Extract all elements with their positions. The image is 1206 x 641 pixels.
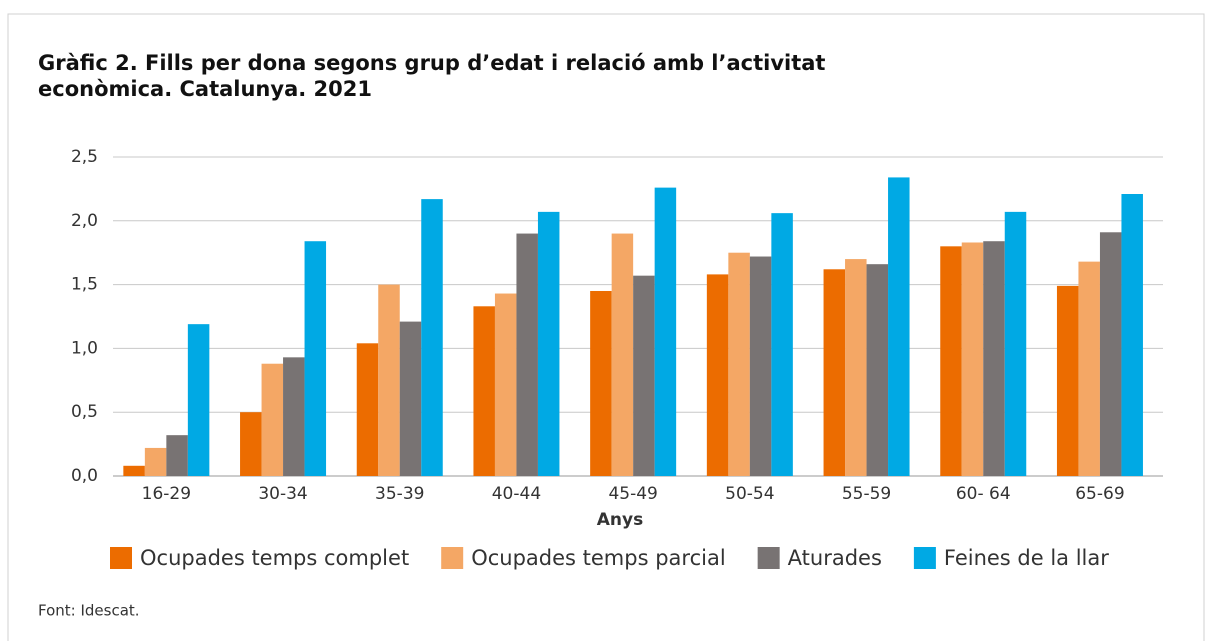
- bar: [706, 274, 729, 476]
- x-tick-label: 30-34: [258, 484, 307, 504]
- bar: [611, 233, 634, 476]
- legend-label: Ocupades temps parcial: [471, 546, 725, 570]
- bar: [749, 256, 772, 476]
- y-tick-label: 0,5: [71, 402, 98, 422]
- bar: [771, 213, 793, 477]
- y-tick-label: 0,0: [71, 466, 98, 486]
- bar: [590, 290, 612, 476]
- bar: [473, 306, 495, 476]
- legend-swatch: [913, 547, 936, 569]
- bar: [961, 242, 984, 476]
- frame: [7, 13, 1205, 641]
- bar: [537, 211, 560, 477]
- bar: [888, 177, 910, 476]
- bar: [283, 357, 305, 476]
- x-tick-label: 55-59: [842, 484, 891, 504]
- x-tick-label: 65-69: [1075, 484, 1124, 504]
- bar: [866, 264, 889, 476]
- bar: [261, 363, 284, 476]
- bar: [494, 293, 517, 476]
- bar: [123, 465, 145, 476]
- bar: [1078, 261, 1100, 476]
- bar: [1099, 232, 1122, 476]
- bar: [304, 241, 327, 476]
- y-tick-label: 2,0: [71, 211, 98, 231]
- bar: [378, 284, 400, 476]
- x-axis-label: Anys: [597, 510, 643, 530]
- bar: [421, 199, 443, 476]
- bar: [240, 412, 262, 476]
- bar: [940, 246, 962, 476]
- bar: [654, 187, 677, 476]
- source: Font: Idescat.: [38, 602, 140, 620]
- x-tick-label: 40-44: [492, 484, 541, 504]
- y-tick-label: 1,5: [71, 275, 98, 295]
- x-tick-label: 35-39: [375, 484, 424, 504]
- legend-swatch: [441, 547, 464, 569]
- legend-swatch: [757, 547, 780, 569]
- bar: [166, 435, 188, 476]
- legend-label: Aturades: [788, 546, 882, 570]
- legend-label: Feines de la llar: [944, 546, 1109, 570]
- x-tick-label: 60- 64: [956, 484, 1011, 504]
- legend-label: Ocupades temps complet: [140, 546, 409, 570]
- bar: [845, 259, 867, 476]
- x-tick-label: 50-54: [725, 484, 774, 504]
- bar: [633, 275, 655, 476]
- bar: [187, 324, 210, 476]
- bar: [1121, 194, 1143, 476]
- bar: [823, 269, 846, 476]
- y-tick-label: 2,5: [71, 147, 98, 167]
- bar: [983, 241, 1005, 476]
- y-tick-label: 1,0: [71, 338, 98, 358]
- bar: [1056, 285, 1079, 476]
- bar: [356, 343, 379, 476]
- legend-swatch: [110, 547, 132, 569]
- chart-title: Gràfic 2. Fills per dona segons grup d’e…: [38, 51, 826, 101]
- x-tick-label: 45-49: [608, 484, 657, 504]
- bar: [1004, 211, 1027, 477]
- bar: [144, 447, 167, 476]
- x-tick-label: 16-29: [142, 484, 191, 504]
- bar: [516, 233, 538, 476]
- bar: [399, 321, 422, 476]
- bar: [728, 252, 750, 476]
